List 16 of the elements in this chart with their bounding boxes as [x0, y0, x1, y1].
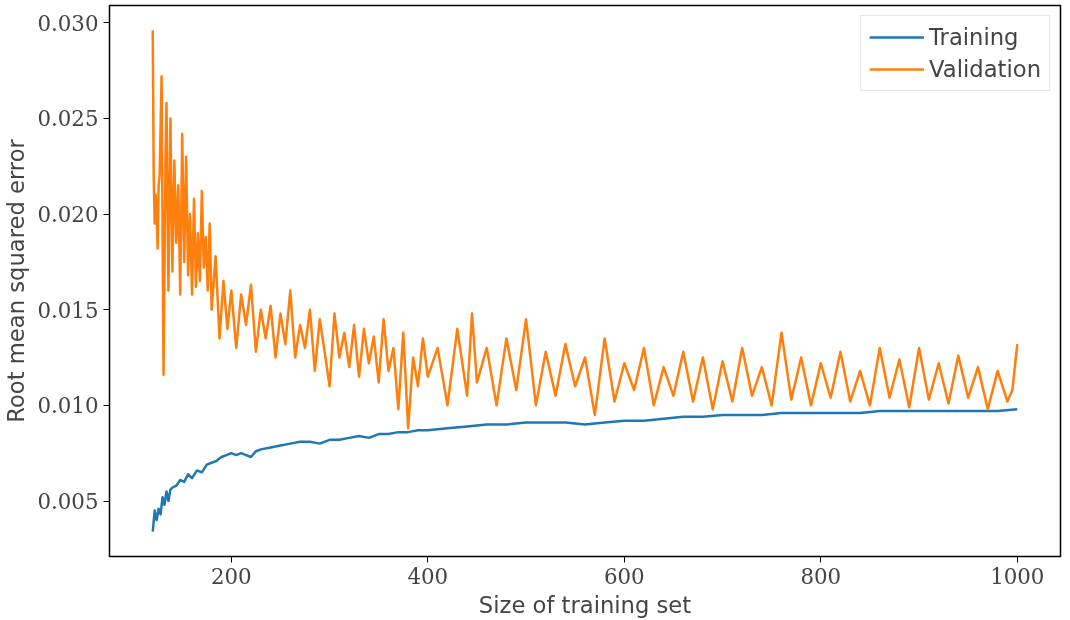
- y-tick-label: 0.025: [37, 106, 99, 132]
- y-tick-label: 0.005: [37, 489, 99, 515]
- x-tick-label: 400: [407, 563, 449, 589]
- y-tick-label: 0.030: [37, 10, 99, 36]
- legend-label: Validation: [929, 56, 1041, 82]
- y-tick-label: 0.010: [37, 393, 99, 419]
- x-axis-title: Size of training set: [478, 591, 692, 618]
- line-series: [151, 407, 1019, 533]
- y-tick-label: 0.020: [37, 202, 99, 228]
- y-axis-title: Root mean squared error: [3, 138, 30, 423]
- x-tick-label: 600: [603, 563, 645, 589]
- legend-label: Training: [929, 24, 1019, 50]
- y-tick-label: 0.015: [37, 297, 99, 323]
- x-tick-label: 1000: [990, 563, 1045, 589]
- x-tick-label: 800: [800, 563, 842, 589]
- x-tick-label: 200: [210, 563, 252, 589]
